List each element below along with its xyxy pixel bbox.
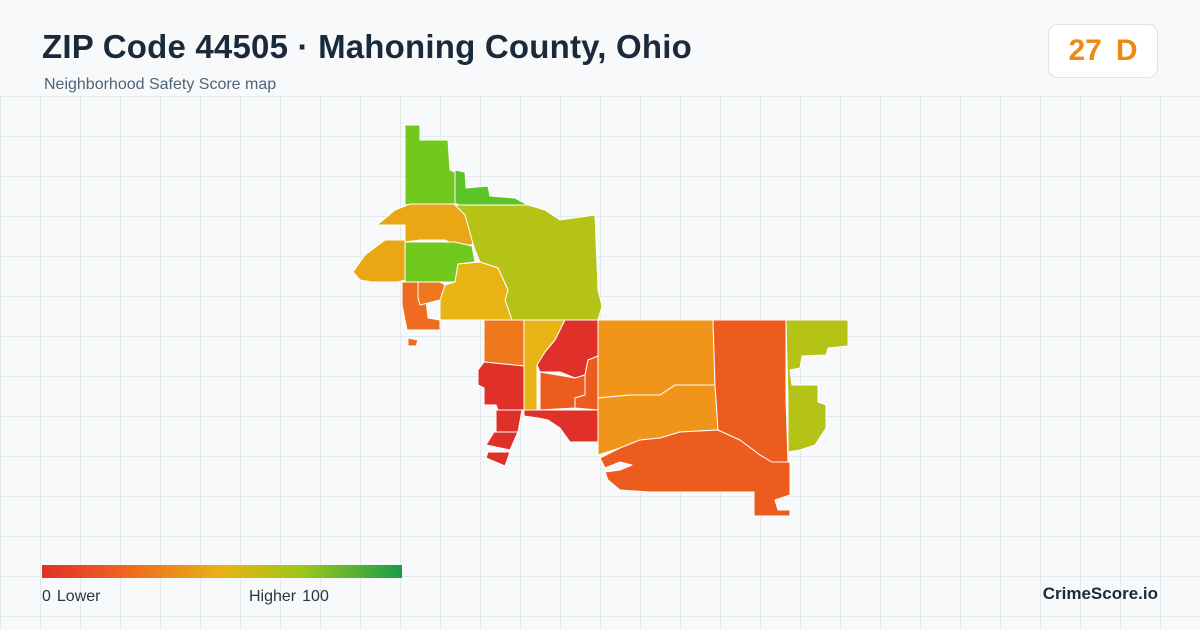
map-region-north-tract[interactable] bbox=[404, 124, 456, 206]
legend-max-text: Higher bbox=[249, 588, 297, 605]
page-subtitle: Neighborhood Safety Score map bbox=[44, 76, 277, 93]
map-region-far-east-tract[interactable] bbox=[785, 319, 849, 453]
map-region-south-west-strip-b[interactable] bbox=[485, 431, 519, 467]
page-title: ZIP Code 44505 · Mahoning County, Ohio bbox=[42, 28, 692, 65]
map-region-west-small-tract-b[interactable] bbox=[417, 281, 446, 306]
map-region-south-west-red-tract[interactable] bbox=[477, 361, 525, 411]
header: ZIP Code 44505 · Mahoning County, Ohio N… bbox=[0, 0, 1200, 96]
map-region-east-red-orange-tract[interactable] bbox=[712, 319, 789, 463]
map-region-south-west-strip-a[interactable] bbox=[495, 409, 523, 433]
score-grade: D bbox=[1115, 34, 1138, 67]
legend-max-value: 100 bbox=[302, 588, 329, 605]
score-value: 27 bbox=[1068, 34, 1102, 67]
map-region-south-middle-red[interactable] bbox=[523, 409, 601, 443]
brand-logo-text[interactable]: CrimeScore.io bbox=[1042, 584, 1158, 603]
map-region-middle-orange-tract[interactable] bbox=[483, 319, 525, 367]
map-region-west-tract[interactable] bbox=[352, 239, 406, 283]
legend-min-label: 0 Lower bbox=[42, 588, 106, 606]
score-badge: 27 D bbox=[1048, 24, 1158, 78]
legend-min-text: Lower bbox=[56, 588, 101, 605]
map-region-north-east-sliver[interactable] bbox=[454, 169, 529, 206]
legend-max-label: Higher 100 bbox=[249, 588, 335, 606]
map-region-west-small-tract-c[interactable] bbox=[407, 337, 419, 347]
legend-min-value: 0 bbox=[42, 588, 51, 605]
legend-color-scale bbox=[42, 565, 402, 578]
map-region-south-orange-band[interactable] bbox=[599, 429, 791, 517]
